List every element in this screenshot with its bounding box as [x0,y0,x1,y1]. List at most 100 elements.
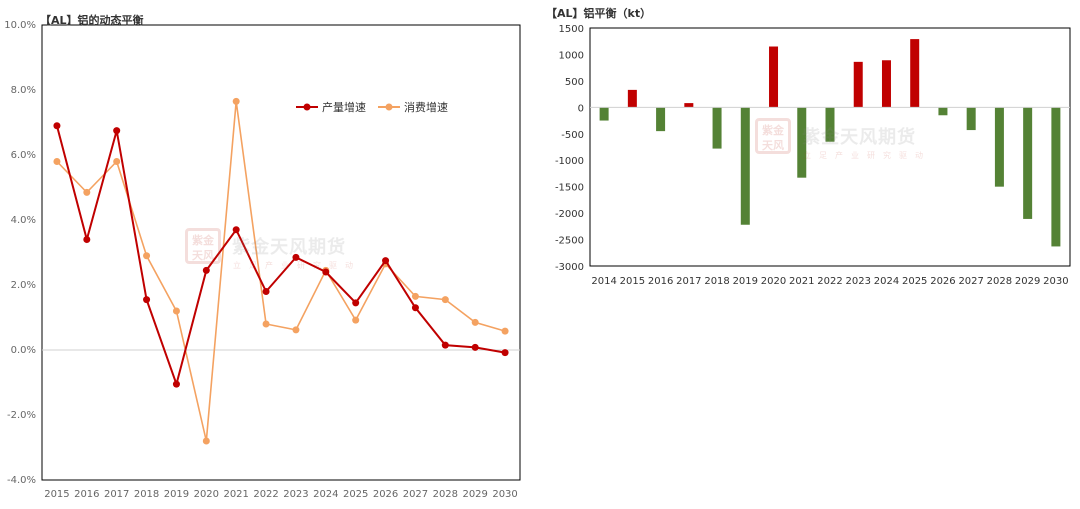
y-tick-label: 0 [578,103,584,114]
data-point [113,127,121,135]
bar [712,107,722,149]
bar [797,107,807,178]
bar-chart-title: 【AL】铝平衡（kt） [546,7,652,20]
data-point [83,188,91,196]
data-point [411,292,419,300]
bar [627,89,637,108]
y-tick-label: 8.0% [11,85,36,96]
data-point [113,158,121,165]
x-tick-label: 2030 [1043,276,1068,287]
line-chart-panel: 【AL】铝的动态平衡 10.0% 8.0% 6.0% 4.0% 2.0% 0.0% -2.0… [0,0,540,505]
data-point [322,268,330,276]
bar [938,107,948,116]
bar-chart-panel: 【AL】铝平衡（kt） 1500 1000 500 0 -500 -1000 -1500 -2… [540,0,1080,505]
x-tick-label: 2017 [104,489,129,500]
y-tick-label: -2000 [555,209,584,220]
x-tick-label: 2015 [44,489,69,500]
y-tick-label: -1000 [555,156,584,167]
bar [656,107,666,132]
y-tick-label: 10.0% [4,20,36,31]
x-tick-label: 2029 [462,489,487,500]
x-tick-label: 2020 [194,489,219,500]
x-tick-label: 2021 [789,276,814,287]
y-tick-label: -1500 [555,183,584,194]
data-point [501,327,509,335]
bar [684,103,694,108]
y-tick-label: 2.0% [11,280,36,291]
data-point [262,320,270,328]
plot-area [41,24,521,481]
data-point [232,226,240,234]
legend-label: 产量增速 [322,100,366,114]
data-point [441,341,449,349]
y-tick-label: -500 [561,130,584,141]
x-tick-label: 2030 [492,489,517,500]
data-point [262,288,270,295]
x-tick-label: 2027 [958,276,983,287]
bar [599,107,609,121]
y-tick-label: 4.0% [11,215,36,226]
data-point [292,253,300,261]
x-tick-label: 2014 [591,276,616,287]
x-tick-label: 2016 [648,276,673,287]
legend-swatch-marker [303,103,311,111]
x-tick-label: 2023 [283,489,308,500]
data-point [471,343,479,351]
legend-label: 消费增速 [404,100,448,114]
data-point [411,304,419,312]
bar [966,107,976,131]
y-tick-label: 1500 [559,24,584,35]
x-tick-label: 2028 [433,489,458,500]
bar [1023,107,1033,219]
line-chart-svg: 10.0% 8.0% 6.0% 4.0% 2.0% 0.0% -2.0% -4.0% 2015 2… [4,20,521,500]
x-tick-label: 2022 [253,489,278,500]
data-point [53,158,61,165]
x-tick-label: 2016 [74,489,99,500]
data-point [83,236,91,243]
data-point [202,266,210,274]
x-tick-label: 2024 [313,489,338,500]
bar [740,107,750,225]
data-point [53,122,61,130]
line-chart-title: 【AL】铝的动态平衡 [40,14,144,27]
x-tick-label: 2025 [343,489,368,500]
data-point [501,349,509,357]
plot-area [589,27,1071,267]
x-tick-label: 2028 [987,276,1012,287]
data-point [143,296,151,304]
bar-chart-svg: 1500 1000 500 0 -500 -1000 -1500 -2000 -2500 -300… [555,24,1071,287]
bar [825,107,835,142]
legend-swatch-marker [385,103,393,111]
bar [769,46,779,108]
x-tick-label: 2018 [704,276,729,287]
y-tick-label: 6.0% [11,150,36,161]
y-tick-label: -2.0% [7,410,36,421]
data-point [352,316,360,324]
x-tick-label: 2029 [1015,276,1040,287]
x-tick-label: 2026 [930,276,955,287]
bar [994,107,1004,187]
x-tick-label: 2024 [874,276,899,287]
bar [910,39,920,108]
y-tick-label: -2500 [555,236,584,247]
data-point [232,97,240,105]
x-tick-label: 2021 [223,489,248,500]
x-tick-label: 2025 [902,276,927,287]
y-tick-label: -4.0% [7,475,36,486]
data-point [172,307,180,315]
y-tick-label: -3000 [555,262,584,273]
x-tick-label: 2015 [620,276,645,287]
x-tick-label: 2019 [164,489,189,500]
y-tick-label: 500 [565,77,584,88]
x-tick-label: 2023 [846,276,871,287]
bar [853,61,863,108]
x-tick-label: 2017 [676,276,701,287]
data-point [202,437,210,445]
x-tick-label: 2018 [134,489,159,500]
data-point [382,257,390,265]
x-tick-label: 2020 [761,276,786,287]
x-tick-label: 2019 [733,276,758,287]
x-tick-label: 2022 [817,276,842,287]
series-line-consumption [56,101,506,442]
series-line-production [55,125,506,388]
